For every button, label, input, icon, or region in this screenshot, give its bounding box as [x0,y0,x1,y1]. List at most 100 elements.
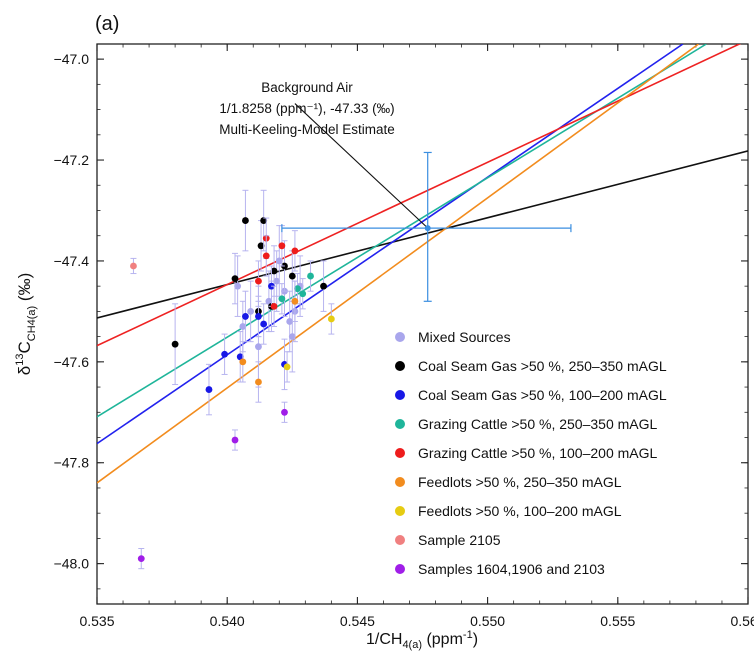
data-point [221,350,228,358]
legend-label: Mixed Sources [418,329,511,345]
data-point [234,282,242,290]
data-point [255,378,262,386]
data-point [255,277,262,285]
y-axis-label-main: C [15,341,34,353]
data-point [299,290,307,298]
data-point [231,436,239,444]
data-point [205,386,213,393]
legend-marker [395,535,405,545]
legend-label: Samples 1604,1906 and 2103 [418,561,605,577]
y-axis-label-sup: 13 [14,354,26,366]
legend-marker [395,361,405,371]
y-axis-label-unit: (‰) [15,273,34,306]
data-point [257,242,265,250]
data-point [137,555,145,562]
data-point [288,272,296,280]
data-point [281,408,288,416]
x-axis-label-sub: 4(a) [402,639,422,651]
legend-marker [395,390,405,400]
background-air-point [424,225,431,232]
x-axis-label-main: 1/CH [366,631,402,648]
legend-label: Feedlots >50 %, 100–200 mAGL [418,503,622,519]
data-point [247,307,255,315]
panel-label: (a) [95,13,119,35]
data-point [288,333,296,341]
x-axis-label-unit-sup: -1 [463,629,473,641]
data-point [320,282,327,290]
y-axis-label: δ13CCH4(a) (‰) [14,273,38,376]
annotation-line-1: Background Air [261,80,353,95]
x-axis-label: 1/CH4(a) (ppm-1) [366,629,478,651]
annotation-pointer [294,103,427,227]
x-tick-label: 0.555 [600,613,635,629]
data-point [307,272,314,280]
y-axis-label-delta: δ [15,366,34,375]
y-tick-label: −47.6 [54,354,90,370]
regression-line [97,44,707,418]
regression-lines [97,44,748,484]
data-point [283,363,291,371]
legend-label: Coal Seam Gas >50 %, 250–350 mAGL [418,358,667,374]
data-point [255,313,262,320]
data-point [242,217,249,224]
legend-marker [395,506,405,516]
background-air-marker [281,151,572,302]
data-point [171,340,179,348]
legend-label: Coal Seam Gas >50 %, 100–200 mAGL [418,387,667,403]
plot-frame [96,43,749,605]
regression-line [97,150,748,319]
data-point [270,267,278,275]
data-point [291,297,299,305]
data-point [255,343,262,351]
legend-label: Grazing Cattle >50 %, 250–350 mAGL [418,416,658,432]
legend-label: Grazing Cattle >50 %, 100–200 mAGL [418,445,658,461]
x-tick-label: 0.545 [340,613,375,629]
data-point [265,297,273,305]
x-tick-label: 0.535 [79,613,114,629]
data-point [294,285,301,293]
y-tick-label: −47.8 [54,455,90,471]
data-point [239,358,247,366]
y-axis-label-sub: CH4(a) [26,306,38,341]
annotation-text: Background Air 1/1.8258 (ppm⁻¹), -47.33 … [219,80,395,137]
x-tick-label: 0.540 [210,613,245,629]
legend-marker [395,332,405,342]
data-point [130,262,137,270]
data-point [278,295,286,303]
data-point [275,257,283,265]
axis-ticks: 0.535 0.540 0.545 0.550 0.555 0.560 −48.0 −47.8… [54,44,754,629]
data-point [236,353,244,361]
data-point [273,277,281,285]
legend: Mixed Sources Coal Seam Gas >50 %, 250–35… [395,329,667,577]
regression-line [97,44,742,347]
data-point [270,302,278,310]
regression-line [97,44,684,445]
data-point [327,315,335,323]
legend-label: Feedlots >50 %, 250–350 mAGL [418,474,622,490]
legend-marker [395,448,405,458]
data-point [260,320,268,328]
data-point [278,242,286,250]
y-tick-label: −47.2 [54,152,90,168]
y-tick-label: −47.4 [54,253,90,269]
data-point [242,313,249,320]
annotation-line-3: Multi-Keeling-Model Estimate [219,122,395,137]
data-point [262,252,270,260]
data-point [291,247,299,255]
data-point [239,323,247,330]
y-tick-label: −48.0 [54,556,90,572]
annotation-line-2: 1/1.8258 (ppm⁻¹), -47.33 (‰) [219,101,394,116]
legend-marker [395,477,405,487]
legend-label: Sample 2105 [418,532,501,548]
legend-marker [395,419,405,429]
regression-line [97,44,699,484]
data-point [231,275,239,282]
y-tick-label: −47.0 [54,51,90,67]
data-point [286,318,294,325]
x-axis-label-unit-close: ) [473,631,478,648]
data-point [260,217,268,224]
x-tick-label: 0.550 [470,613,505,629]
x-tick-label: 0.560 [730,613,754,629]
